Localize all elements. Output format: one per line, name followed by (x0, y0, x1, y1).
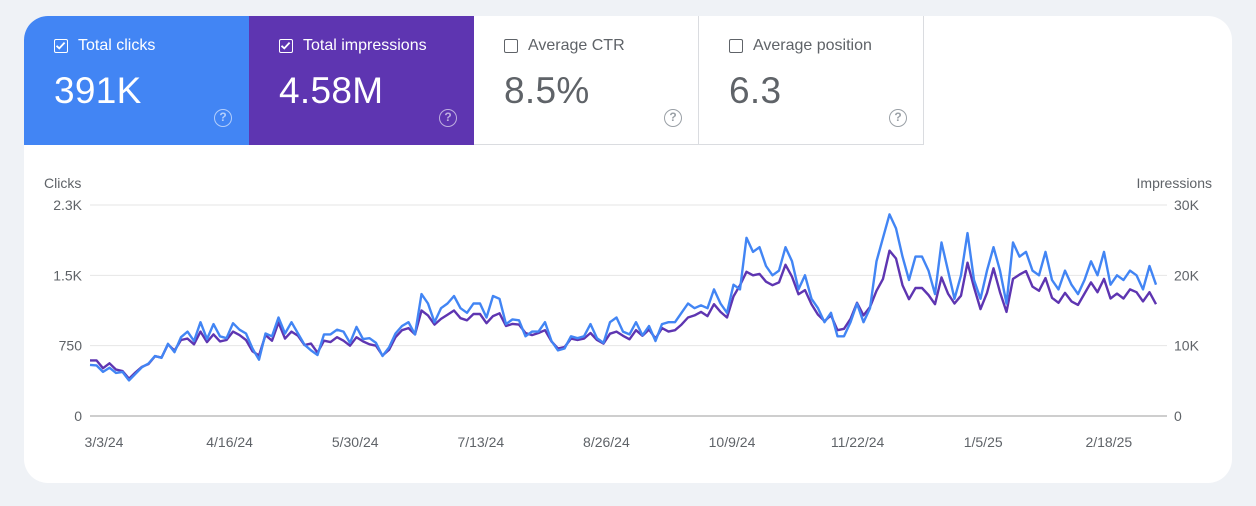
metric-card-average-position[interactable]: Average position 6.3 ? (699, 16, 924, 145)
x-tick-label: 1/5/25 (964, 434, 1003, 450)
right-tick-label: 20K (1174, 267, 1200, 283)
metric-card-total-clicks[interactable]: Total clicks 391K ? (24, 16, 249, 145)
x-tick-label: 11/22/24 (831, 434, 885, 450)
metric-value: 6.3 (729, 70, 782, 111)
metric-label: Average position (753, 37, 872, 54)
help-icon[interactable]: ? (214, 109, 232, 127)
series-line-clicks (89, 213, 1158, 382)
metric-cards: Total clicks 391K ? Total impressions 4.… (24, 16, 924, 145)
left-tick-label: 0 (74, 408, 82, 424)
left-tick-label: 2.3K (53, 197, 82, 213)
help-icon[interactable]: ? (664, 109, 682, 127)
x-tick-label: 3/3/24 (85, 434, 124, 450)
metric-value: 391K (54, 70, 142, 111)
help-icon[interactable]: ? (889, 109, 907, 127)
right-tick-label: 30K (1174, 197, 1200, 213)
checkbox-unchecked-icon[interactable] (504, 39, 518, 53)
series-line-impressions (90, 249, 1158, 380)
metric-label: Average CTR (528, 37, 625, 54)
right-tick-label: 0 (1174, 408, 1182, 424)
x-tick-label: 4/16/24 (206, 434, 253, 450)
right-axis-title: Impressions (1137, 175, 1212, 191)
metric-card-total-impressions[interactable]: Total impressions 4.58M ? (249, 16, 474, 145)
metric-label: Total clicks (78, 37, 156, 54)
x-tick-label: 8/26/24 (583, 434, 630, 450)
metric-value: 4.58M (279, 70, 384, 111)
left-tick-label: 750 (59, 338, 83, 354)
x-tick-label: 7/13/24 (457, 434, 504, 450)
left-tick-label: 1.5K (53, 267, 82, 283)
x-tick-label: 5/30/24 (332, 434, 379, 450)
right-tick-label: 10K (1174, 338, 1200, 354)
left-axis-title: Clicks (44, 175, 81, 191)
checkbox-checked-icon[interactable] (279, 39, 293, 53)
performance-chart[interactable]: Clicks Impressions 0 750 1.5K 2.3K 0 10K 20K 3… (24, 16, 1232, 483)
performance-panel: Total clicks 391K ? Total impressions 4.… (24, 16, 1232, 483)
checkbox-checked-icon[interactable] (54, 39, 68, 53)
x-tick-label: 2/18/25 (1085, 434, 1132, 450)
metric-card-average-ctr[interactable]: Average CTR 8.5% ? (474, 16, 699, 145)
x-tick-label: 10/9/24 (709, 434, 756, 450)
help-icon[interactable]: ? (439, 109, 457, 127)
metric-label: Total impressions (303, 37, 427, 54)
metric-value: 8.5% (504, 70, 590, 111)
checkbox-unchecked-icon[interactable] (729, 39, 743, 53)
